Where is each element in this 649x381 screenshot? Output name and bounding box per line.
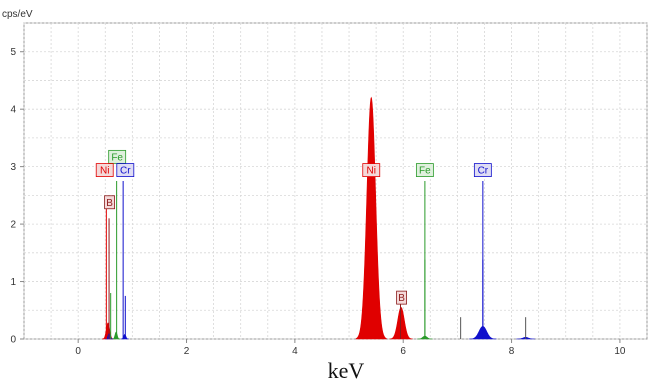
peak-fe: [111, 331, 121, 340]
y-tick-labels: 0 1 2 3 4 5: [10, 47, 24, 346]
y-tick-label: 5: [10, 47, 16, 58]
y-tick-label: 1: [10, 277, 16, 288]
peak-ni: [101, 322, 114, 340]
grid-lines: [23, 22, 648, 340]
element-tag-b: B: [104, 195, 115, 210]
element-tag-label: Cr: [120, 166, 131, 177]
element-tag-cr: Cr: [116, 163, 135, 177]
element-tag-ni: Ni: [95, 163, 114, 177]
element-tag-b: B: [396, 290, 407, 305]
element-tag-label: Cr: [478, 166, 489, 177]
x-tick-labels: 0 2 4 6 8 10: [75, 339, 626, 357]
element-tag-label: B: [398, 293, 405, 304]
x-tick-label: 0: [75, 346, 81, 357]
element-tag-label: Fe: [111, 152, 123, 163]
y-tick-label: 2: [10, 220, 16, 231]
element-tag-fe: Fe: [415, 163, 434, 177]
element-tag-ni: Ni: [362, 163, 381, 177]
peak-fills: [101, 96, 536, 340]
x-tick-label: 6: [400, 346, 406, 357]
element-lines: [105, 97, 527, 339]
y-unit-label: cps/eV: [2, 9, 33, 20]
y-tick-label: 3: [10, 162, 16, 173]
element-tag-cr: Cr: [473, 163, 492, 177]
y-tick-label: 0: [10, 335, 16, 346]
x-tick-label: 10: [614, 346, 626, 357]
peak-ni: [389, 307, 413, 340]
x-axis-label: keV: [328, 358, 365, 381]
plot-border: [23, 22, 648, 340]
element-tag-fe: Fe: [108, 149, 127, 164]
element-tag-label: Ni: [100, 166, 109, 177]
x-tick-label: 8: [509, 346, 515, 357]
x-tick-label: 4: [292, 346, 298, 357]
element-tag-label: Fe: [419, 166, 431, 177]
x-tick-label: 2: [184, 346, 190, 357]
element-tag-label: Ni: [367, 166, 376, 177]
peak-cr: [120, 334, 129, 340]
y-tick-label: 4: [10, 105, 16, 116]
element-tag-label: B: [106, 198, 113, 209]
